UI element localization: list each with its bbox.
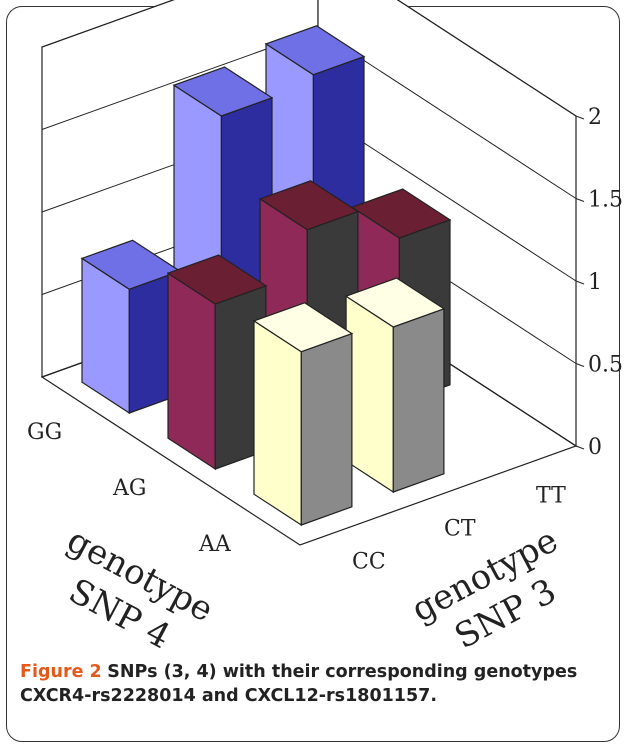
gridline-4 [41, 0, 577, 117]
z-tick-label-1: 0.5 [588, 353, 623, 378]
bar-AG-CC [166, 254, 268, 471]
caption-label: Figure 2 [20, 662, 102, 682]
bar-face-front [253, 319, 302, 527]
bar-face-top [264, 25, 366, 76]
x-tick-label-AG: AG [112, 476, 146, 501]
bar-face-top [252, 302, 354, 353]
bar-face-side [392, 307, 445, 493]
y-tick-label-CC: CC [352, 550, 386, 575]
bar-AA-CC [252, 302, 354, 527]
bar-AA-CT [344, 277, 446, 494]
bar-face-top [350, 188, 452, 239]
z-tick-label-0: 0 [588, 435, 602, 460]
figure-caption: Figure 2 SNPs (3, 4) with their correspo… [20, 660, 610, 708]
bar-face-top [172, 66, 274, 117]
bar-face-front [345, 295, 394, 494]
z-tick-mark-1 [575, 363, 585, 367]
bar-GG-CC [80, 239, 182, 415]
bar-face-top [344, 277, 446, 328]
z-tick-mark-4 [575, 115, 585, 120]
x-tick-label-GG: GG [27, 420, 62, 445]
bar-face-top [166, 254, 268, 305]
chart-bars [80, 25, 452, 527]
z-tick-label-4: 2 [588, 105, 602, 130]
bar-face-front [167, 272, 216, 471]
y-tick-label-TT: TT [536, 484, 566, 509]
z-axis-ticks: 0 0.5 1 1.5 2 [575, 105, 623, 460]
z-tick-mark-0 [575, 445, 585, 450]
caption-text: SNPs (3, 4) with their corresponding gen… [20, 662, 578, 706]
z-tick-mark-2 [575, 280, 585, 285]
bar-face-top [258, 180, 360, 231]
z-tick-label-2: 1 [588, 270, 602, 295]
z-tick-mark-3 [575, 198, 585, 202]
bar-face-side [300, 332, 353, 526]
z-tick-label-3: 1.5 [588, 188, 623, 213]
bar-face-top [80, 239, 182, 290]
x-tick-label-AA: AA [198, 532, 232, 557]
y-tick-label-CT: CT [444, 517, 476, 542]
